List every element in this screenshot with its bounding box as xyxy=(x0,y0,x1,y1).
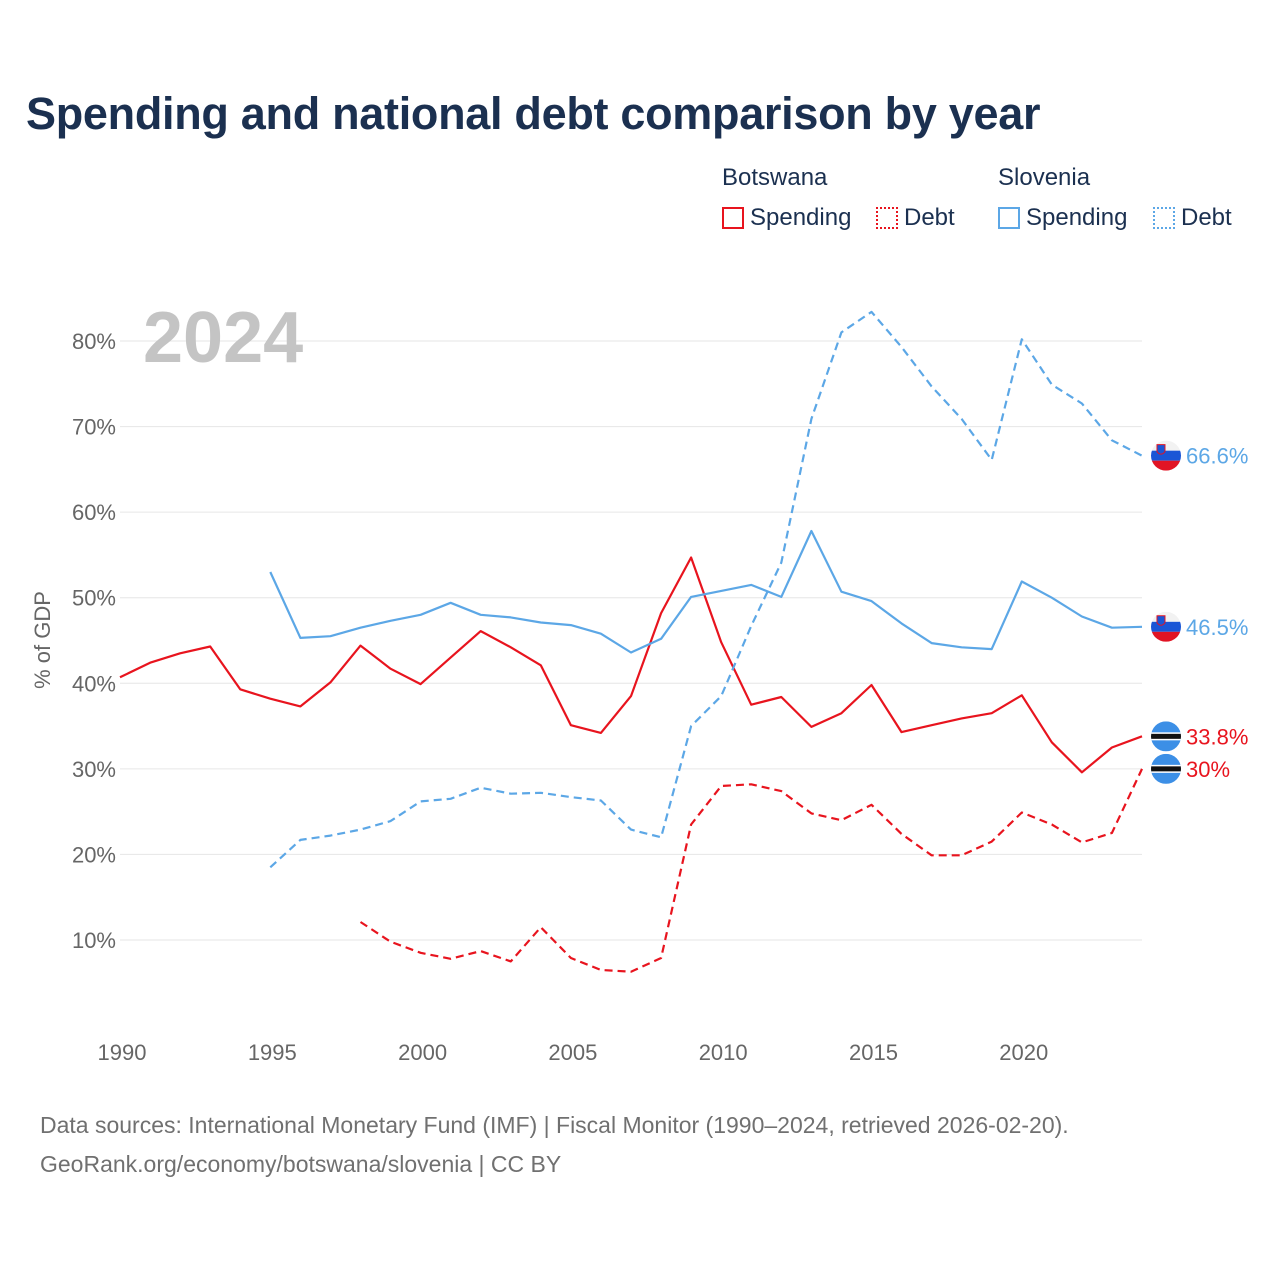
series-line-botswana-spending[interactable] xyxy=(119,556,1143,774)
data-source-note: Data sources: International Monetary Fun… xyxy=(40,1112,1069,1138)
legend-swatch-dotted-blue xyxy=(1153,207,1175,229)
y-tick-label: 50% xyxy=(72,586,116,611)
y-tick-label: 70% xyxy=(72,415,116,440)
y-tick-label: 80% xyxy=(72,329,116,354)
series-line-botswana-debt[interactable] xyxy=(359,768,1143,973)
series-line-slovenia-debt[interactable] xyxy=(269,310,1143,869)
series-line-slovenia-spending[interactable] xyxy=(269,529,1143,654)
slovenia-flag-icon xyxy=(1151,611,1181,642)
series-end-markers: 33.8% 30% 46.5% 66.6% xyxy=(1151,440,1248,784)
y-tick-label: 10% xyxy=(72,928,116,953)
x-tick-label: 2005 xyxy=(548,1040,597,1065)
botswana-flag-icon xyxy=(1151,753,1181,784)
legend-swatch-solid-blue xyxy=(998,207,1020,229)
y-tick-label: 60% xyxy=(72,500,116,525)
x-tick-label: 1990 xyxy=(98,1040,147,1065)
legend-group-botswana: Botswana xyxy=(722,164,828,191)
end-value-label: 30% xyxy=(1186,757,1230,782)
end-value-label: 46.5% xyxy=(1186,615,1248,640)
x-tick-label: 2010 xyxy=(699,1040,748,1065)
legend-botswana-spending[interactable]: Spending xyxy=(722,204,851,232)
legend-group-slovenia: Slovenia xyxy=(998,164,1091,191)
legend-label: Debt xyxy=(904,204,955,231)
end-value-label: 33.8% xyxy=(1186,724,1248,749)
footer: Data sources: International Monetary Fun… xyxy=(40,1106,1069,1184)
axes: 10% 20% 30% 40% 50% 60% 70% 80% 1990 1995 2000 2005… xyxy=(72,329,1048,1065)
y-axis-label: % of GDP xyxy=(30,591,55,689)
attribution-link[interactable]: GeoRank.org/economy/botswana/slovenia | … xyxy=(40,1151,562,1177)
grid xyxy=(120,340,1142,941)
x-tick-label: 2015 xyxy=(849,1040,898,1065)
legend-label: Debt xyxy=(1181,204,1232,231)
legend-slovenia-spending[interactable]: Spending xyxy=(998,204,1127,232)
legend-slovenia-debt[interactable]: Debt xyxy=(1153,204,1232,232)
year-watermark: 2024 xyxy=(143,298,303,378)
slovenia-flag-icon xyxy=(1151,440,1181,471)
legend-label: Spending xyxy=(750,204,852,231)
chart-title: Spending and national debt comparison by… xyxy=(26,88,1041,139)
legend-swatch-dotted-red xyxy=(876,207,898,229)
series-lines xyxy=(119,310,1143,973)
x-tick-label: 2020 xyxy=(999,1040,1048,1065)
legend-label: Spending xyxy=(1026,204,1128,231)
legend-swatch-solid-red xyxy=(722,207,744,229)
y-tick-label: 30% xyxy=(72,757,116,782)
y-tick-label: 20% xyxy=(72,842,116,867)
legend-botswana-debt[interactable]: Debt xyxy=(876,204,955,232)
x-tick-label: 2000 xyxy=(398,1040,447,1065)
botswana-flag-icon xyxy=(1151,721,1181,752)
x-tick-label: 1995 xyxy=(248,1040,297,1065)
end-value-label: 66.6% xyxy=(1186,444,1248,469)
y-tick-label: 40% xyxy=(72,671,116,696)
